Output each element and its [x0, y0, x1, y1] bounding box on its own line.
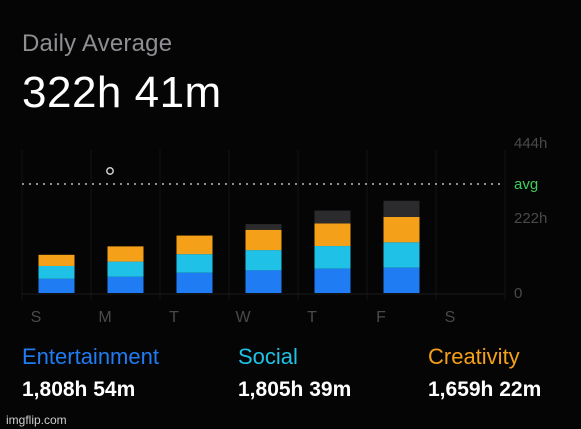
day-label: S [31, 309, 42, 326]
bar-segment-entertainment [383, 267, 420, 293]
day-label: T [169, 309, 179, 326]
legend-social: Social 1,805h 39m [238, 344, 351, 402]
bar-segment-creativity [314, 223, 351, 247]
legend-creativity-value: 1,659h 22m [428, 378, 542, 401]
bar-segment-creativity [107, 246, 144, 262]
bar-segment-entertainment [245, 270, 282, 293]
bar-segment-creativity [176, 235, 213, 255]
legend-entertainment: Entertainment 1,808h 54m [22, 344, 159, 402]
legend-entertainment-value: 1,808h 54m [22, 378, 136, 401]
bar-segment-other [314, 210, 351, 224]
legend-creativity-name: Creativity [428, 344, 520, 369]
watermark: imgflip.com [6, 413, 67, 427]
bar-segment-creativity [38, 254, 75, 266]
daily-average-value: 322h 41m [22, 68, 222, 117]
y-tick-label: 222h [514, 210, 547, 227]
bar-segment-entertainment [38, 278, 75, 293]
bar-segment-social [314, 246, 351, 269]
day-label: S [445, 309, 456, 326]
average-label: avg [514, 176, 538, 193]
legend-social-value: 1,805h 39m [238, 378, 352, 401]
legend-entertainment-name: Entertainment [22, 344, 159, 369]
bar-segment-other [245, 224, 282, 230]
bar-segment-social [176, 254, 213, 273]
bar-segment-social [245, 250, 282, 271]
bar-segment-social [383, 242, 420, 268]
day-label: W [235, 309, 251, 326]
bar-segment-entertainment [314, 268, 351, 293]
bar-segment-creativity [383, 216, 420, 243]
average-marker [106, 167, 114, 175]
bar-segment-other [383, 200, 420, 217]
bar-segment-entertainment [107, 276, 144, 293]
bar-segment-creativity [245, 229, 282, 251]
usage-bar-chart: S M T W T F S 444h 222h 0 avg [21, 135, 547, 326]
day-label: T [307, 309, 317, 326]
day-label: F [376, 309, 386, 326]
legend-creativity: Creativity 1,659h 22m [428, 344, 541, 402]
y-tick-label: 0 [514, 285, 522, 302]
bar-segment-social [107, 261, 144, 277]
daily-average-label: Daily Average [22, 30, 173, 57]
day-label: M [98, 309, 111, 326]
bar-segment-entertainment [176, 272, 213, 293]
bar-segment-social [38, 265, 75, 279]
y-tick-label: 444h [514, 135, 547, 152]
legend-social-name: Social [238, 344, 298, 369]
